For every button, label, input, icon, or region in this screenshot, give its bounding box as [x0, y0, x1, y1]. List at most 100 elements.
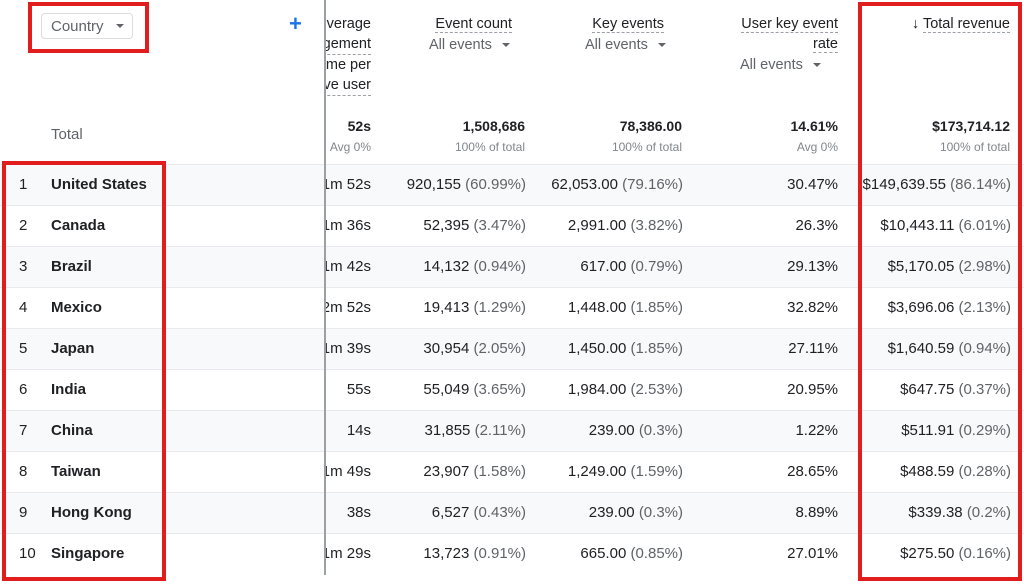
row-key-events-value: 2,991.00: [567, 217, 627, 234]
event-count-filter-dropdown[interactable]: All events: [429, 37, 510, 53]
header-rate-title-line1: User key event: [741, 16, 838, 33]
row-key-event-rate: 27.01%: [787, 545, 838, 562]
row-event-count: 13,723 (0.91%): [380, 545, 526, 562]
row-engagement-clip: 55s: [326, 381, 371, 398]
row-country[interactable]: Mexico: [51, 299, 102, 316]
row-key-events: 2,991.00 (3.82%): [530, 217, 683, 234]
row-key-events-value: 1,249.00: [567, 463, 627, 480]
rate-filter-label: All events: [740, 57, 803, 73]
row-event-count: 6,527 (0.43%): [380, 504, 526, 521]
row-engagement-clip: 2m 52s: [326, 299, 371, 316]
row-key-event-rate: 29.13%: [787, 258, 838, 275]
table-row[interactable]: 1 United States 1m 52s 920,155 (60.99%) 62,0…: [0, 164, 1024, 205]
row-country[interactable]: China: [51, 422, 93, 439]
row-event-count: 19,413 (1.29%): [380, 299, 526, 316]
row-country[interactable]: Japan: [51, 340, 95, 357]
key-events-filter-dropdown[interactable]: All events: [585, 37, 666, 53]
row-index: 1: [19, 176, 28, 193]
row-country[interactable]: Hong Kong: [51, 504, 132, 521]
table-row[interactable]: 5 Japan 1m 39s 30,954 (2.05%) 1,450.00 (1.85…: [0, 328, 1024, 369]
chevron-down-icon: [501, 43, 510, 48]
row-event-count: 55,049 (3.65%): [380, 381, 526, 398]
row-total-revenue: $488.59 (0.28%): [862, 463, 1011, 480]
header-event-count[interactable]: Event count: [400, 14, 512, 34]
row-revenue-pct: (0.2%): [966, 504, 1011, 521]
row-event-count-pct: (3.47%): [473, 217, 526, 234]
row-key-events-value: 239.00: [588, 422, 635, 439]
row-country[interactable]: United States: [51, 176, 147, 193]
rate-filter-dropdown[interactable]: All events: [740, 57, 821, 73]
table-row[interactable]: 7 China 14s 31,855 (2.11%) 239.00 (0.3%) 1.22…: [0, 410, 1024, 451]
row-revenue-pct: (2.13%): [958, 299, 1011, 316]
header-rate-title-line2: rate: [813, 36, 838, 53]
row-index: 4: [19, 299, 28, 316]
row-event-count-pct: (2.05%): [473, 340, 526, 357]
row-event-count-pct: (0.94%): [473, 258, 526, 275]
dimension-label: Country: [51, 18, 104, 35]
row-engagement-time: 1m 49s: [326, 463, 371, 480]
table-row[interactable]: 6 India 55s 55,049 (3.65%) 1,984.00 (2.53%) 2…: [0, 369, 1024, 410]
header-total-revenue[interactable]: ↓ Total revenue: [880, 14, 1010, 34]
row-engagement-clip: 1m 39s: [326, 340, 371, 357]
total-revenue-value: $173,714.12: [932, 118, 1010, 134]
row-revenue-value: $488.59: [900, 463, 955, 480]
row-country[interactable]: Canada: [51, 217, 106, 234]
row-key-events: 1,450.00 (1.85%): [530, 340, 683, 357]
row-index: 2: [19, 217, 28, 234]
table-row[interactable]: 3 Brazil 1m 42s 14,132 (0.94%) 617.00 (0.79%…: [0, 246, 1024, 287]
row-event-count-value: 14,132: [423, 258, 470, 275]
total-key-events-value: 78,386.00: [619, 118, 682, 134]
total-key-events-sub: 100% of total: [611, 140, 682, 154]
row-event-count-value: 920,155: [406, 176, 461, 193]
row-event-count-pct: (0.91%): [473, 545, 526, 562]
chevron-down-icon: [657, 43, 666, 48]
table-row[interactable]: 2 Canada 1m 36s 52,395 (3.47%) 2,991.00 (3.8…: [0, 205, 1024, 246]
add-dimension-plus-icon[interactable]: +: [289, 11, 302, 36]
row-key-event-rate: 28.65%: [787, 463, 838, 480]
row-index: 8: [19, 463, 28, 480]
key-events-filter-label: All events: [585, 37, 648, 53]
row-revenue-value: $1,640.59: [887, 340, 955, 357]
header-user-key-event-rate[interactable]: User key event rate: [710, 14, 838, 54]
dimension-dropdown[interactable]: Country: [41, 13, 133, 39]
row-country[interactable]: Taiwan: [51, 463, 101, 480]
row-revenue-value: $275.50: [900, 545, 955, 562]
row-country[interactable]: Singapore: [51, 545, 125, 562]
row-key-events-value: 1,984.00: [567, 381, 627, 398]
row-country[interactable]: India: [51, 381, 87, 398]
column-divider[interactable]: [324, 0, 326, 575]
header-engagement-time[interactable]: verage gement me per ve user: [326, 14, 371, 96]
highlight-box-revenue: [858, 2, 1022, 581]
row-key-events: 617.00 (0.79%): [530, 258, 683, 275]
row-engagement-time: 2m 52s: [326, 299, 371, 316]
header-key-events[interactable]: Key events: [560, 14, 664, 34]
row-event-count-pct: (60.99%): [465, 176, 526, 193]
row-engagement-time: 38s: [346, 504, 371, 521]
header-total-revenue-title: Total revenue: [922, 16, 1010, 33]
row-key-events-pct: (2.53%): [630, 381, 683, 398]
row-event-count: 23,907 (1.58%): [380, 463, 526, 480]
row-key-events-pct: (0.3%): [638, 504, 683, 521]
row-key-events-value: 1,448.00: [567, 299, 627, 316]
table-row[interactable]: 4 Mexico 2m 52s 19,413 (1.29%) 1,448.00 (1.8…: [0, 287, 1024, 328]
total-engagement-value: 52s: [347, 118, 371, 134]
row-key-event-rate: 30.47%: [787, 176, 838, 193]
row-revenue-pct: (2.98%): [958, 258, 1011, 275]
table-row[interactable]: 10 Singapore 1m 29s 13,723 (0.91%) 665.00 (0…: [0, 533, 1024, 574]
table-row[interactable]: 8 Taiwan 1m 49s 23,907 (1.58%) 1,249.00 (1.5…: [0, 451, 1024, 492]
row-key-event-rate: 20.95%: [787, 381, 838, 398]
table-row[interactable]: 9 Hong Kong 38s 6,527 (0.43%) 239.00 (0.3%) 8…: [0, 492, 1024, 533]
row-key-events-value: 1,450.00: [567, 340, 627, 357]
row-country[interactable]: Brazil: [51, 258, 92, 275]
row-key-events-pct: (79.16%): [622, 176, 683, 193]
total-event-count-sub: 100% of total: [454, 140, 525, 154]
row-key-events: 1,984.00 (2.53%): [530, 381, 683, 398]
row-key-event-rate: 27.11%: [788, 340, 838, 357]
row-total-revenue: $275.50 (0.16%): [862, 545, 1011, 562]
row-engagement-clip: 1m 52s: [326, 176, 371, 193]
row-total-revenue: $1,640.59 (0.94%): [862, 340, 1011, 357]
chevron-down-icon: [812, 63, 821, 68]
row-engagement-time: 1m 39s: [326, 340, 371, 357]
row-revenue-value: $647.75: [900, 381, 955, 398]
total-revenue-sub: 100% of total: [939, 140, 1010, 154]
